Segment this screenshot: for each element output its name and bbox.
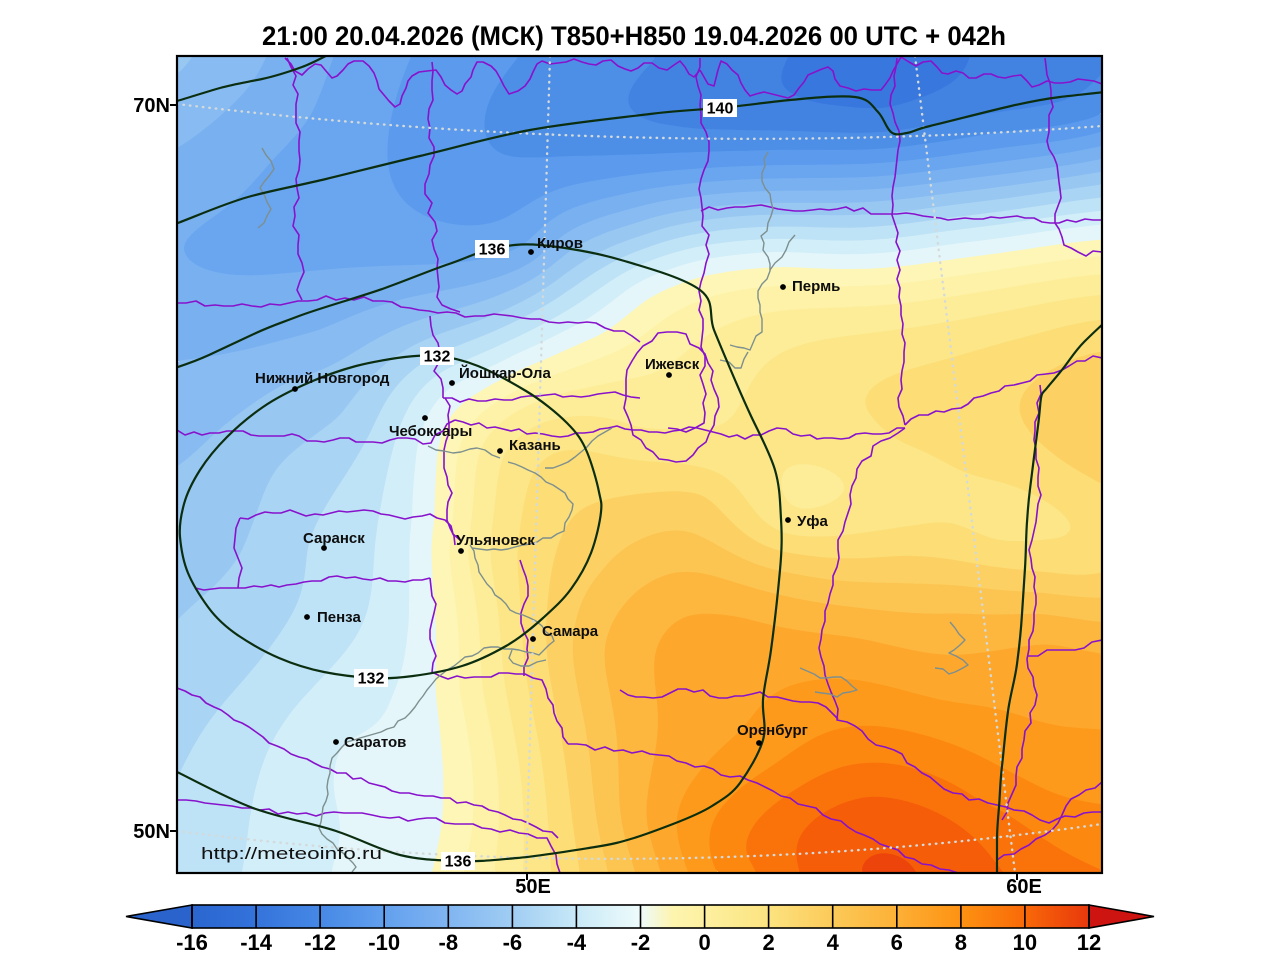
svg-text:-12: -12 — [304, 930, 336, 955]
svg-text:50E: 50E — [515, 876, 551, 898]
svg-text:Пенза: Пенза — [317, 609, 361, 626]
svg-text:10: 10 — [1013, 930, 1037, 955]
svg-text:Казань: Казань — [509, 437, 561, 454]
svg-text:-8: -8 — [439, 930, 459, 955]
svg-text:Оренбург: Оренбург — [737, 722, 808, 739]
svg-text:21:00 20.04.2026 (МСК) T850+H8: 21:00 20.04.2026 (МСК) T850+H850 19.04.2… — [262, 21, 1006, 51]
svg-text:136: 136 — [445, 854, 472, 871]
svg-text:Саратов: Саратов — [344, 734, 406, 751]
svg-text:Йошкар-Ола: Йошкар-Ола — [459, 364, 551, 382]
svg-text:136: 136 — [479, 242, 506, 259]
svg-text:Нижний Новгород: Нижний Новгород — [255, 370, 390, 387]
svg-text:-16: -16 — [176, 930, 208, 955]
svg-text:0: 0 — [698, 930, 710, 955]
svg-text:Чебоксары: Чебоксары — [389, 423, 472, 440]
svg-text:Ульяновск: Ульяновск — [456, 532, 535, 549]
svg-text:12: 12 — [1077, 930, 1101, 955]
svg-text:Самара: Самара — [542, 623, 599, 640]
svg-text:-4: -4 — [567, 930, 587, 955]
svg-text:140: 140 — [707, 101, 734, 118]
svg-text:Уфа: Уфа — [797, 513, 828, 530]
svg-text:60E: 60E — [1006, 876, 1042, 898]
svg-text:50N: 50N — [133, 821, 170, 843]
svg-text:Пермь: Пермь — [792, 278, 840, 295]
svg-text:132: 132 — [424, 349, 451, 366]
svg-text:Саранск: Саранск — [303, 530, 365, 547]
svg-text:-6: -6 — [503, 930, 523, 955]
svg-text:Киров: Киров — [537, 235, 583, 252]
svg-text:-14: -14 — [240, 930, 273, 955]
svg-text:4: 4 — [827, 930, 840, 955]
svg-text:-2: -2 — [631, 930, 651, 955]
svg-text:8: 8 — [955, 930, 967, 955]
svg-text:70N: 70N — [133, 95, 170, 117]
svg-text:http://meteoinfo.ru: http://meteoinfo.ru — [201, 845, 382, 863]
svg-text:2: 2 — [762, 930, 774, 955]
svg-text:Ижевск: Ижевск — [645, 356, 700, 373]
svg-text:6: 6 — [891, 930, 903, 955]
svg-text:-10: -10 — [368, 930, 400, 955]
svg-text:132: 132 — [358, 671, 385, 688]
